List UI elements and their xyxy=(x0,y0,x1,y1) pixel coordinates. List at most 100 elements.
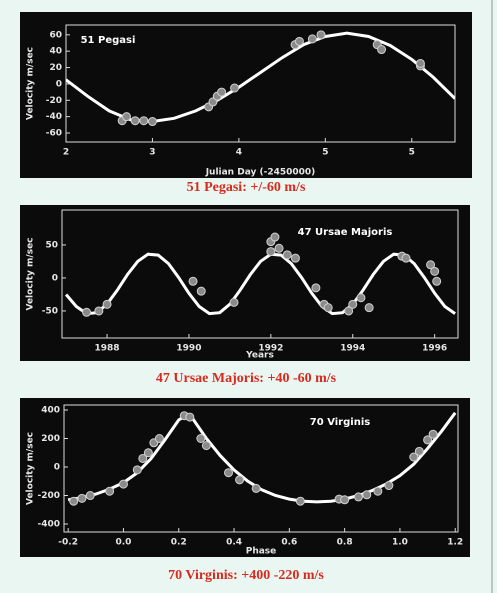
y-axis-label: Velocity m/sec xyxy=(26,432,36,505)
x-tick-label: 0.2 xyxy=(171,538,187,548)
x-axis-label: Julian Day (-2450000) xyxy=(205,168,316,178)
data-point xyxy=(270,232,280,242)
y-tick-label: -200 xyxy=(37,491,60,501)
data-point xyxy=(377,45,387,55)
data-point xyxy=(274,243,284,253)
data-point xyxy=(217,87,227,97)
data-point xyxy=(132,465,142,475)
data-point xyxy=(356,293,366,303)
data-point xyxy=(118,479,128,489)
x-tick-label: 0.6 xyxy=(281,538,297,548)
data-point xyxy=(316,30,326,40)
data-point xyxy=(94,306,104,316)
data-point xyxy=(229,297,239,307)
chart-panel xyxy=(20,12,472,178)
data-point xyxy=(82,307,92,317)
plot-area xyxy=(64,232,456,317)
chart-title: 47 Ursae Majoris xyxy=(298,227,393,238)
data-point xyxy=(426,260,436,270)
data-point xyxy=(353,492,363,502)
caption: 51 Pegasi: +/-60 m/s xyxy=(187,180,306,195)
data-point xyxy=(85,491,95,501)
data-point xyxy=(201,441,211,451)
y-tick-label: 200 xyxy=(41,434,60,444)
plot-area xyxy=(67,411,457,506)
caption: 70 Virginis: +400 -220 m/s xyxy=(168,568,324,583)
y-tick-label: -50 xyxy=(42,306,58,316)
y-tick-label: 40 xyxy=(49,47,62,57)
data-point xyxy=(432,276,442,286)
data-point xyxy=(364,303,374,313)
x-axis-label: Phase xyxy=(246,547,277,557)
x-tick-label: 1994 xyxy=(340,344,365,354)
data-point xyxy=(294,36,304,46)
data-point xyxy=(362,490,372,500)
data-point xyxy=(235,475,245,485)
data-point xyxy=(69,496,79,506)
data-point xyxy=(290,253,300,263)
data-point xyxy=(138,453,148,463)
x-tick-label: 0.8 xyxy=(337,538,353,548)
data-point xyxy=(384,481,394,491)
data-point xyxy=(230,83,240,93)
y-tick-label: 0 xyxy=(56,79,62,89)
data-point xyxy=(340,495,350,505)
y-tick-label: 0 xyxy=(52,273,58,283)
data-point xyxy=(348,299,358,309)
data-point xyxy=(423,435,433,445)
x-tick-label: 0.0 xyxy=(115,538,131,548)
data-point xyxy=(185,412,195,422)
y-tick-label: 0 xyxy=(54,463,60,473)
y-tick-label: -40 xyxy=(46,112,62,122)
y-tick-label: -20 xyxy=(46,96,62,106)
plot-area xyxy=(66,30,455,127)
data-point xyxy=(122,112,132,122)
x-tick-label: 3 xyxy=(149,148,155,158)
x-axis-label: Years xyxy=(245,351,274,361)
data-point xyxy=(311,283,321,293)
data-point xyxy=(409,452,419,462)
data-point xyxy=(251,483,261,493)
data-point xyxy=(188,276,198,286)
y-axis-label: Velocity m/sec xyxy=(26,237,36,310)
data-point xyxy=(428,429,438,439)
x-tick-label: 0.4 xyxy=(226,538,242,548)
data-point xyxy=(430,266,440,276)
caption: 47 Ursae Majoris: +40 -60 m/s xyxy=(156,371,337,386)
y-tick-label: 400 xyxy=(41,405,60,415)
fit-curve xyxy=(64,252,456,316)
plot-frame xyxy=(61,209,459,339)
y-tick-label: 60 xyxy=(49,30,62,40)
data-point xyxy=(415,58,425,68)
data-point xyxy=(105,486,115,496)
data-point xyxy=(323,303,333,313)
data-point xyxy=(266,247,276,257)
x-tick-label: 2 xyxy=(63,148,69,158)
y-tick-label: 50 xyxy=(45,240,58,250)
data-point xyxy=(130,116,140,126)
x-tick-label: 1992 xyxy=(258,344,283,354)
data-point xyxy=(373,486,383,496)
x-tick-label: -0.2 xyxy=(58,538,78,548)
data-point xyxy=(282,250,292,260)
x-tick-label: 1990 xyxy=(176,344,201,354)
x-tick-label: 5 xyxy=(409,148,415,158)
x-tick-label: 4 xyxy=(236,148,242,158)
data-point xyxy=(196,286,206,296)
data-point xyxy=(102,299,112,309)
x-tick-label: 5 xyxy=(322,148,328,158)
data-point xyxy=(414,446,424,456)
y-tick-label: -60 xyxy=(46,129,62,139)
x-tick-label: 1988 xyxy=(95,344,120,354)
data-point xyxy=(344,306,354,316)
data-point xyxy=(139,116,149,126)
data-point xyxy=(196,433,206,443)
data-point xyxy=(147,117,157,127)
data-point xyxy=(307,34,317,44)
chart-title: 51 Pegasi xyxy=(81,35,136,46)
data-point xyxy=(401,253,411,263)
y-tick-label: 20 xyxy=(49,63,62,73)
y-tick-label: -400 xyxy=(37,520,60,530)
